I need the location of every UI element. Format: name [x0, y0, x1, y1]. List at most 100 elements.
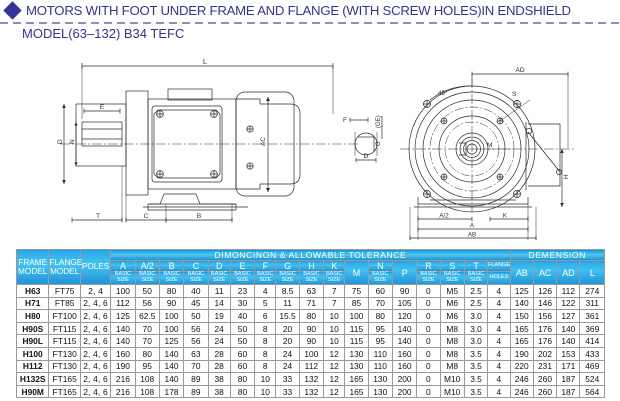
cell-dem-ac: 231	[532, 359, 558, 374]
spec-table: FRAME MODEL FLANGE MODEL POLES DIMONCINO…	[15, 249, 606, 399]
cell-dim-g: 15.5	[275, 309, 300, 323]
cell-dim-r: 0	[416, 372, 441, 386]
cell-flange-model: FT130	[48, 346, 81, 361]
cell-dim-c: 70	[183, 359, 209, 374]
cell-dim-n: 110	[367, 359, 393, 374]
cell-dem-ac: 156	[532, 309, 558, 323]
sub-S: BASIC SIZE	[439, 271, 465, 285]
cell-dem-ad: 140	[556, 334, 581, 348]
cell-poles: 2, 4, 6	[79, 321, 112, 336]
cell-flange-model: FT165	[48, 384, 81, 399]
col-S: S	[439, 260, 465, 272]
cell-dim-e: 50	[229, 334, 256, 348]
col-T: T	[463, 260, 489, 272]
cell-dim-h: 90	[298, 334, 325, 348]
cell-dim-a: 160	[110, 346, 136, 361]
cell-dim-flange: 4	[487, 372, 511, 386]
cell-dem-l: 311	[579, 296, 605, 311]
cell-dim-m: 130	[344, 346, 369, 361]
cell-dem-ac: 202	[532, 346, 558, 361]
cell-dim-h: 100	[298, 346, 325, 361]
svg-text:E: E	[100, 104, 105, 111]
diamond-bullet-icon	[3, 1, 22, 20]
table-row: H132S FT165 2, 4, 6 216 108 140 89 38 80 10 33 132 1…	[15, 372, 605, 386]
svg-text:AD: AD	[515, 67, 524, 74]
header-flange-model: FLANGE MODEL	[48, 249, 82, 285]
svg-text:F: F	[343, 117, 347, 124]
cell-dim-s: M6	[439, 296, 465, 311]
page-header: MOTORS WITH FOOT UNDER FRAME AND FLANGE …	[0, 0, 620, 46]
cell-dim-c: 56	[183, 334, 209, 348]
cell-dem-ad: 187	[556, 372, 581, 386]
cell-dim-s: M10	[439, 372, 465, 386]
svg-text:B: B	[197, 213, 201, 220]
cell-dim-b: 178	[158, 384, 185, 399]
cell-dim-s: M10	[439, 384, 465, 399]
svg-text:45°: 45°	[438, 90, 448, 97]
cell-dim-m: 130	[344, 359, 369, 374]
cell-dim-f: 6	[254, 309, 277, 323]
cell-dim-d: 38	[207, 384, 231, 399]
cell-dim-a: 216	[110, 384, 136, 399]
cell-dim-h: 63	[298, 284, 325, 298]
cell-dim-n: 80	[367, 309, 393, 323]
cell-dim-r: 0	[416, 346, 441, 361]
specification-table: FRAME MODEL FLANGE MODEL POLES DIMONCINO…	[15, 249, 606, 399]
svg-text:(GE): (GE)	[376, 115, 382, 128]
col-H: H	[298, 260, 325, 272]
cell-dim-b: 90	[158, 296, 185, 311]
header-frame-model: FRAME MODEL	[15, 249, 50, 285]
svg-text:A: A	[470, 223, 475, 230]
cell-dim-f: 8	[254, 321, 277, 336]
header-title-row: MOTORS WITH FOOT UNDER FRAME AND FLANGE …	[3, 1, 571, 20]
col-C: C	[183, 260, 209, 272]
cell-dim-f: 5	[254, 296, 277, 311]
cell-dim-t: 3.0	[463, 309, 489, 323]
cell-dem-ac: 260	[532, 372, 558, 386]
cell-dim-k: 10	[323, 309, 346, 323]
col-A: A	[110, 260, 136, 272]
cell-dim-r: 0	[416, 296, 441, 311]
cell-dim-flange: 4	[487, 346, 511, 361]
cell-dim-a: 140	[110, 321, 136, 336]
cell-dem-ac: 176	[532, 321, 558, 336]
cell-dim-b: 100	[158, 321, 185, 336]
svg-text:A/2: A/2	[439, 213, 449, 220]
cell-dim-n: 130	[367, 372, 393, 386]
cell-frame-model: H80	[15, 309, 50, 323]
cell-dim-a2: 108	[134, 384, 160, 399]
cell-dim-b: 140	[158, 359, 185, 374]
cell-dim-a2: 56	[134, 296, 160, 311]
cell-dim-a: 100	[110, 284, 136, 298]
cell-frame-model: H71	[15, 296, 50, 311]
letter-header-row: A A/2 B C D E F G H K M N P R S T FLANGE…	[17, 260, 605, 285]
cell-dim-a2: 80	[134, 346, 160, 361]
cell-dim-e: 60	[229, 359, 256, 374]
sub-D: BASIC SIZE	[207, 271, 231, 285]
svg-text:M: M	[487, 142, 492, 149]
cell-flange-model: FT115	[48, 334, 81, 348]
col-B: B	[158, 260, 185, 272]
col-M: M	[344, 260, 369, 285]
sub-N: BASIC SIZE	[367, 271, 393, 285]
cell-dim-k: 12	[323, 372, 346, 386]
svg-text:G: G	[376, 141, 382, 146]
sub-T: BASIC SIZE	[463, 271, 489, 285]
cell-dim-t: 3.5	[463, 384, 489, 399]
cell-flange-model: FT85	[48, 296, 81, 311]
cell-dim-flange: 4	[487, 309, 511, 323]
cell-dim-flange: 4	[487, 296, 511, 311]
sub-A2: BASIC SIZE	[134, 271, 160, 285]
table-row: H112 FT130 2, 4, 6 190 95 140 70 28 60 8 24 112 12 13…	[15, 359, 605, 374]
svg-text:K: K	[503, 213, 508, 220]
cell-dim-a: 140	[110, 334, 136, 348]
cell-dem-ad: 122	[556, 296, 581, 311]
cell-dim-m: 100	[344, 309, 369, 323]
svg-text:D: D	[57, 139, 64, 144]
cell-dim-s: M6	[439, 309, 465, 323]
cell-dim-d: 24	[207, 334, 231, 348]
cell-dem-ab: 220	[509, 359, 534, 374]
cell-dim-flange: 4	[487, 359, 511, 374]
cell-dim-n: 95	[367, 334, 393, 348]
cell-dim-r: 0	[416, 359, 441, 374]
